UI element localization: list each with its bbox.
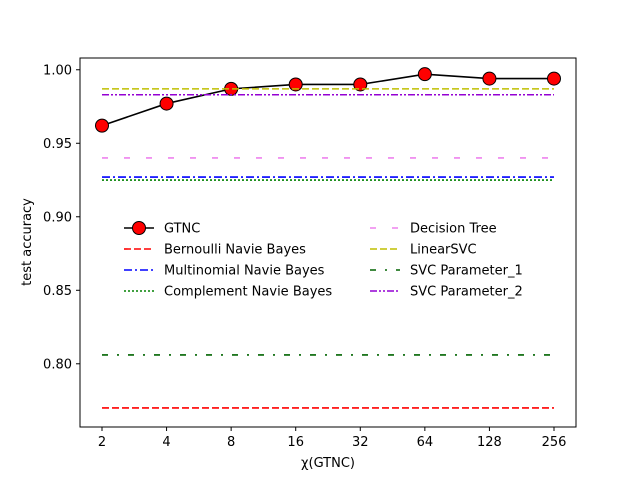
y-tick-label: 0.90 [43,210,72,225]
legend-label: Bernoulli Navie Bayes [164,243,306,258]
data-point [288,77,303,92]
x-tick-label: 8 [227,435,235,450]
data-point [417,67,432,82]
x-tick-label: 64 [417,435,434,450]
legend-label: Complement Navie Bayes [164,285,332,300]
legend-marker [132,221,146,235]
x-axis: 2 4 8 16 32 64 128 256 [98,427,567,450]
data-point [482,71,497,86]
legend: GTNC Bernoulli Navie Bayes Multinomial Nav… [124,221,523,300]
data-point [353,77,368,92]
x-tick-label: 2 [98,435,106,450]
plot-frame [79,57,577,428]
x-tick-label: 256 [542,435,567,450]
y-axis-label: test accuracy [20,198,35,286]
x-tick-label: 16 [287,435,304,450]
data-point [159,96,174,111]
y-tick-label: 1.00 [43,63,72,78]
data-point [95,118,109,133]
legend-label: SVC Parameter_2 [410,285,523,300]
y-tick-label: 0.95 [43,137,72,152]
x-tick-label: 4 [162,435,170,450]
x-axis-label: χ(GTNC) [301,456,355,471]
y-axis: 0.80 0.85 0.90 0.95 1.00 [43,63,80,372]
series-layer [95,67,561,409]
legend-label: LinearSVC [410,243,477,258]
y-tick-label: 0.85 [43,284,72,299]
x-tick-label: 32 [352,435,369,450]
y-tick-label: 0.80 [43,357,72,372]
data-point [546,71,561,86]
x-tick-label: 128 [477,435,502,450]
legend-label: Multinomial Navie Bayes [164,264,325,279]
legend-label: SVC Parameter_1 [410,264,523,279]
legend-label: Decision Tree [410,222,497,237]
legend-label: GTNC [164,222,200,237]
series-line-0 [101,73,554,127]
